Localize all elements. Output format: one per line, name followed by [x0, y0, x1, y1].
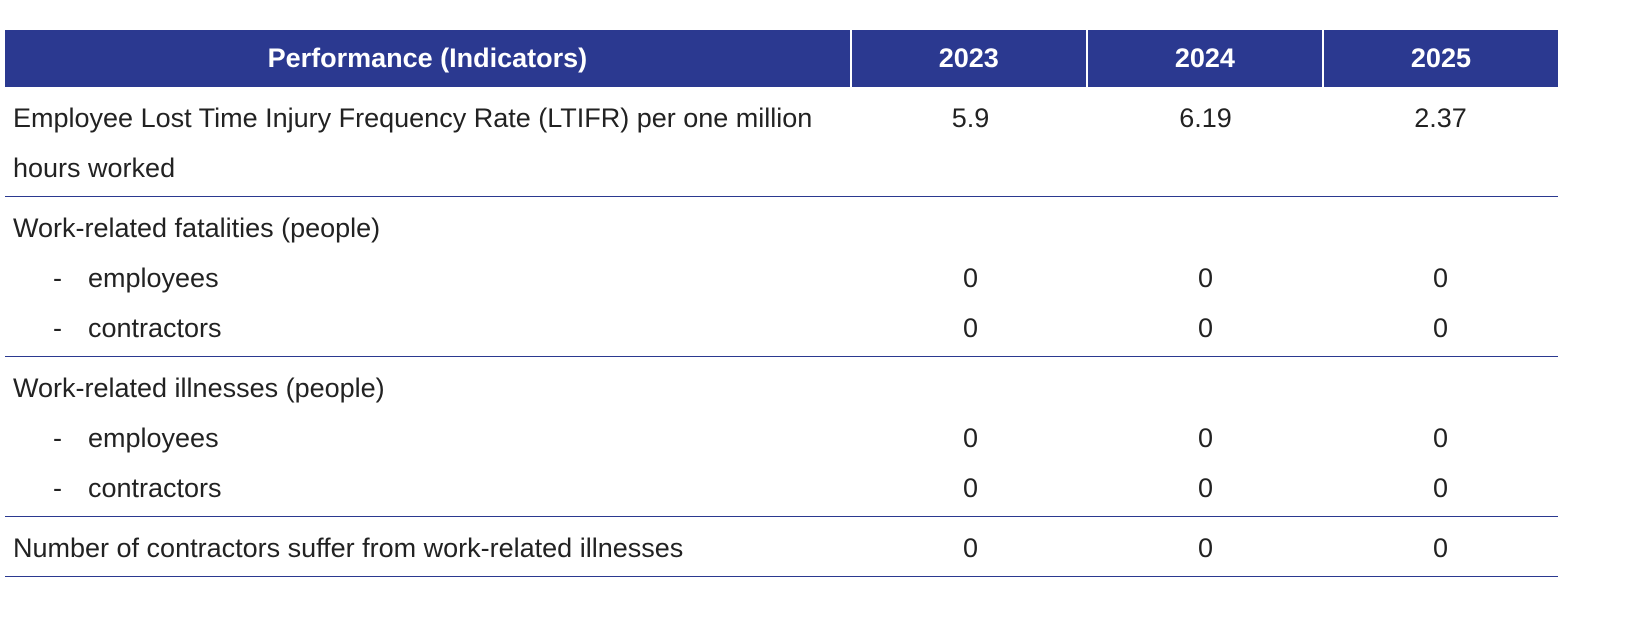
- value-cell: 0: [1197, 473, 1214, 503]
- bullet: -: [53, 423, 62, 453]
- row-group: Work-related illnesses (people) - employee…: [5, 357, 1558, 517]
- label-cell: - employees: [5, 253, 853, 303]
- row-label: Employee Lost Time Injury Frequency Rate…: [13, 103, 813, 183]
- value-cell: 0: [1197, 313, 1214, 343]
- value-cell: 0: [1432, 313, 1449, 343]
- bullet: -: [53, 313, 62, 343]
- value-cell: 0: [962, 313, 979, 343]
- row: - contractors 0 0 0: [5, 303, 1558, 353]
- value-cell: 0: [1197, 263, 1214, 293]
- item-label: contractors: [88, 313, 222, 343]
- value-cell: 0: [1197, 423, 1214, 453]
- row-label: Work-related illnesses (people): [13, 373, 385, 403]
- value-cell: 0: [1432, 473, 1449, 503]
- row: Work-related illnesses (people): [5, 363, 1558, 413]
- header-cell: 2025: [1321, 30, 1558, 87]
- row: Number of contractors suffer from work-r…: [5, 523, 1558, 573]
- row: - contractors 0 0 0: [5, 463, 1558, 513]
- value-cell: 0: [1432, 423, 1449, 453]
- label-cell: Work-related fatalities (people): [5, 203, 853, 253]
- label-cell: - contractors: [5, 463, 853, 513]
- header-row: Performance (Indicators) 2023 2024 2025: [5, 30, 1558, 87]
- row-label: Work-related fatalities (people): [13, 213, 381, 243]
- value-cell: 0: [962, 533, 979, 563]
- label-cell: - contractors: [5, 303, 853, 353]
- label-cell: Employee Lost Time Injury Frequency Rate…: [5, 93, 853, 193]
- row: - employees 0 0 0: [5, 253, 1558, 303]
- value-cell: 0: [962, 473, 979, 503]
- value-cell: 0: [1432, 263, 1449, 293]
- value-cell: 0: [962, 423, 979, 453]
- value-cell: 2.37: [1414, 103, 1467, 133]
- row-group: Work-related fatalities (people) - employe…: [5, 197, 1558, 357]
- row-group: Employee Lost Time Injury Frequency Rate…: [5, 87, 1558, 197]
- value-cell: 6.19: [1179, 103, 1232, 133]
- item-label: contractors: [88, 473, 222, 503]
- label-cell: Number of contractors suffer from work-r…: [5, 523, 853, 573]
- header-cell: 2024: [1085, 30, 1322, 87]
- value-cell: 0: [1432, 533, 1449, 563]
- item-label: employees: [88, 423, 219, 453]
- row-group: Number of contractors suffer from work-r…: [5, 517, 1558, 577]
- value-cell: 0: [962, 263, 979, 293]
- header-cell: Performance (Indicators): [267, 43, 588, 73]
- value-cell: 0: [1197, 533, 1214, 563]
- bullet: -: [53, 263, 62, 293]
- row: - employees 0 0 0: [5, 413, 1558, 463]
- label-cell: - employees: [5, 413, 853, 463]
- row-label: Number of contractors suffer from work-r…: [13, 533, 684, 563]
- value-cell: 5.9: [951, 103, 990, 133]
- bullet: -: [53, 473, 62, 503]
- row: Employee Lost Time Injury Frequency Rate…: [5, 93, 1558, 193]
- item-label: employees: [88, 263, 219, 293]
- performance-table: Performance (Indicators) 2023 2024 2025 Empl…: [5, 30, 1558, 577]
- header-cell: 2023: [849, 30, 1086, 87]
- row: Work-related fatalities (people): [5, 203, 1558, 253]
- label-cell: Work-related illnesses (people): [5, 363, 853, 413]
